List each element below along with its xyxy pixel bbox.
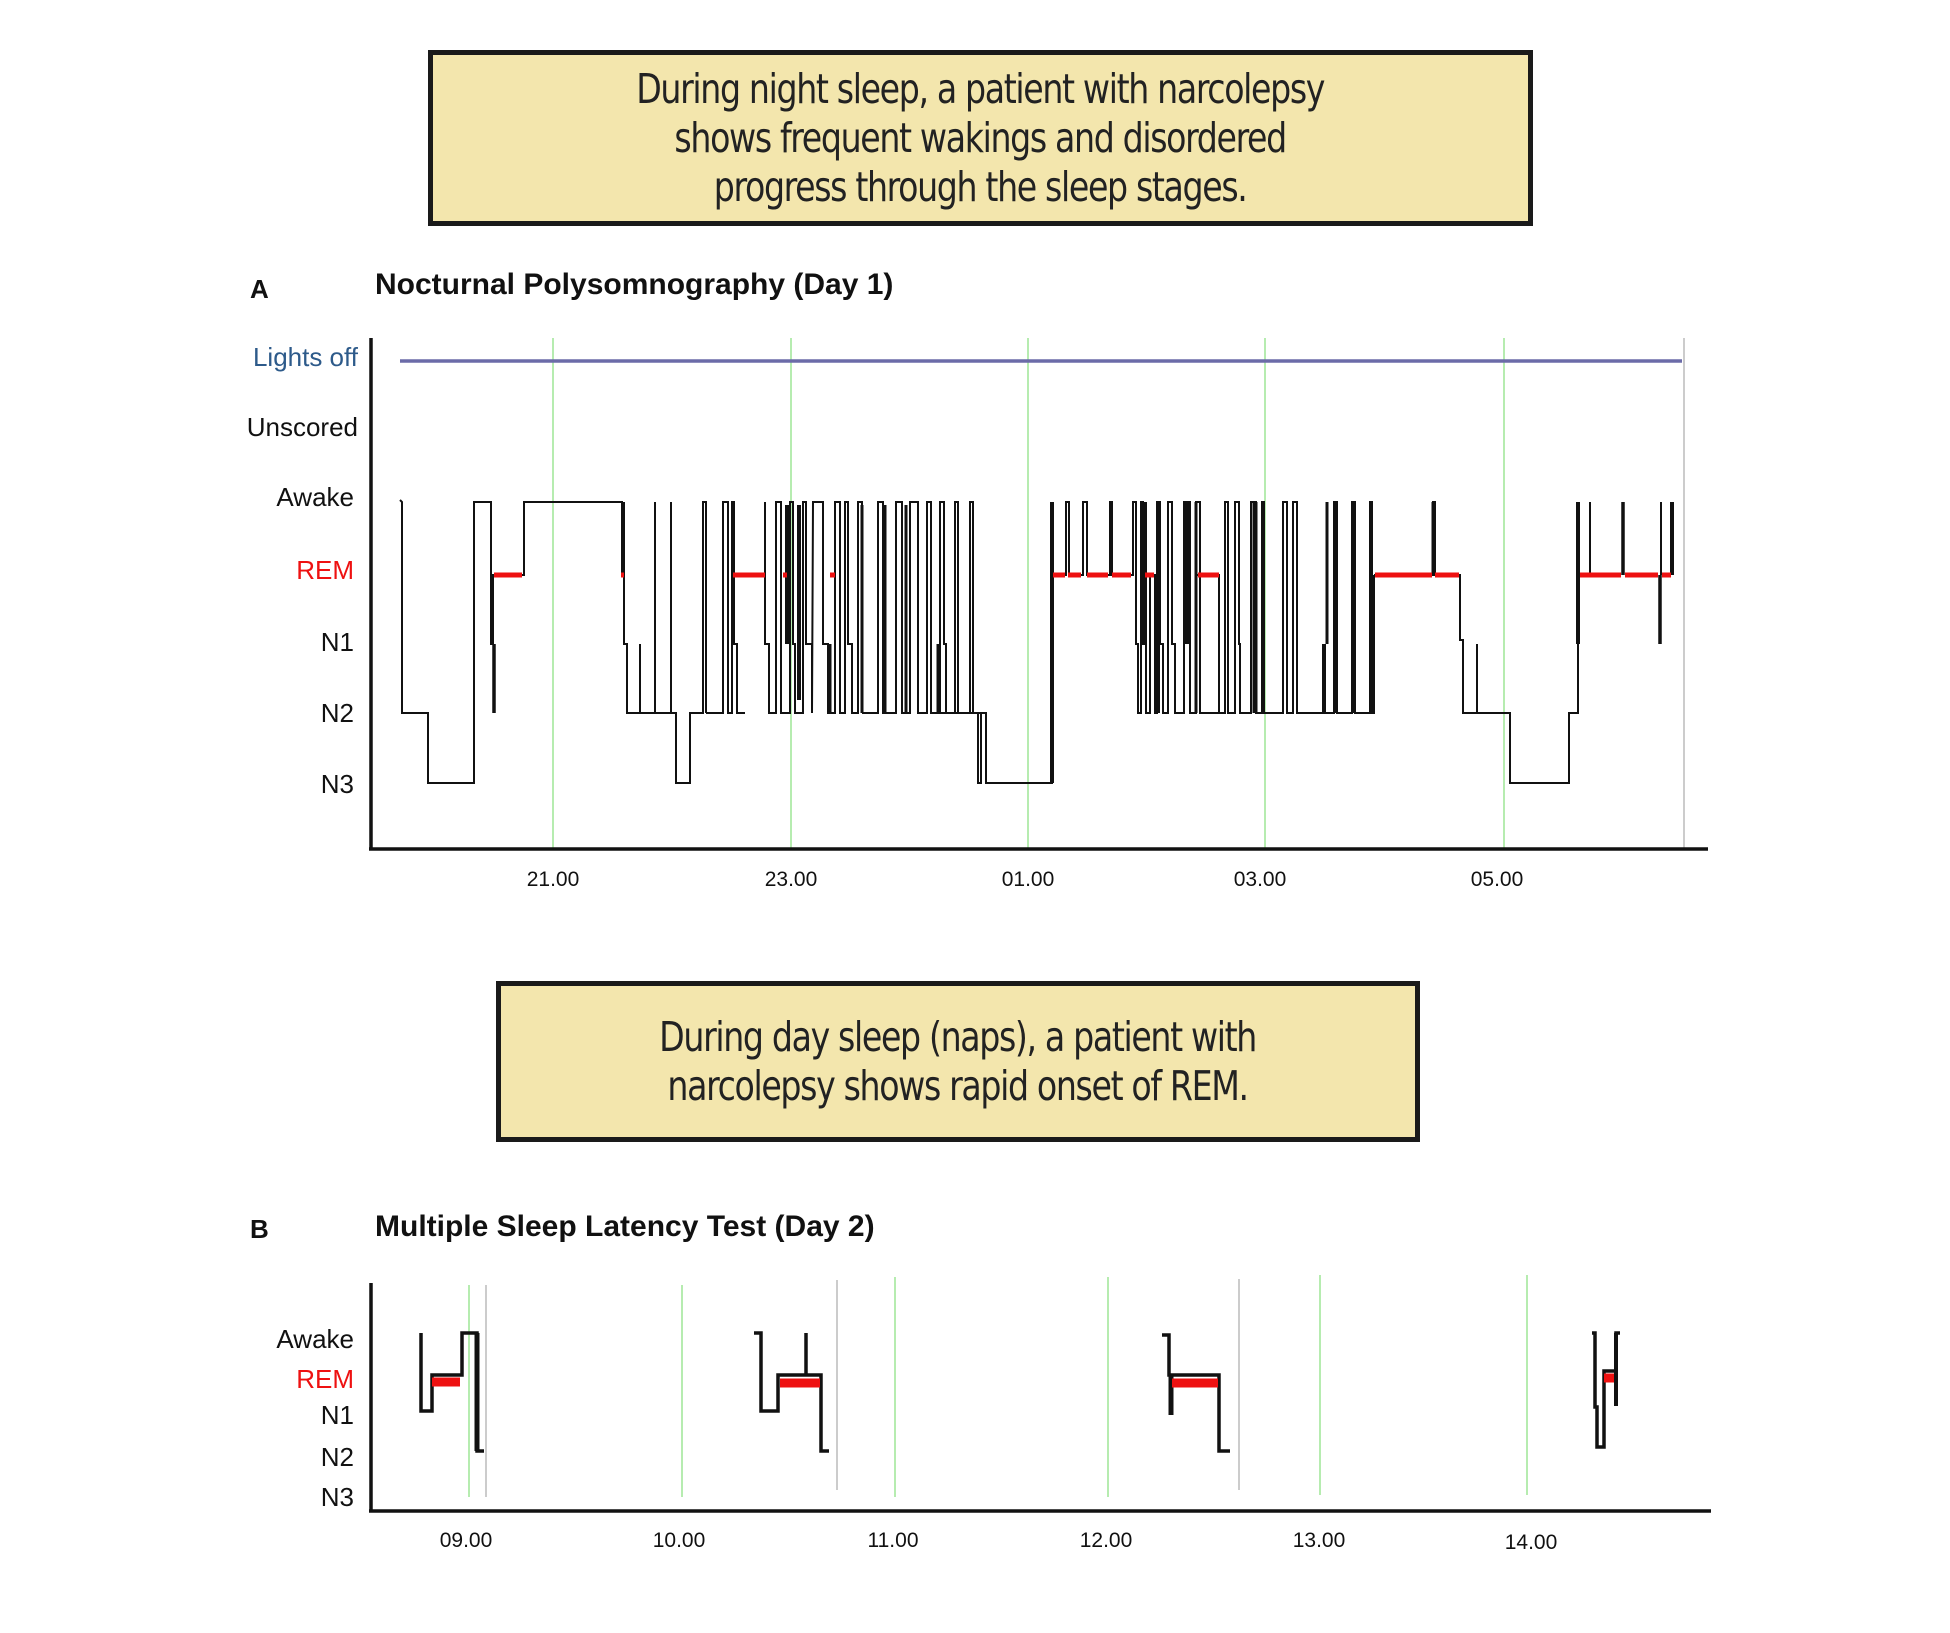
panel-a-chart: Lights off Unscored Awake REM N1 N2 N3 2… bbox=[247, 338, 1708, 891]
day-sleep-caption: During day sleep (naps), a patient with … bbox=[496, 981, 1420, 1142]
b-xlabel-0900: 09.00 bbox=[440, 1529, 493, 1552]
panel-a-hypnogram bbox=[399, 499, 1674, 784]
b-ylabel-n1: N1 bbox=[321, 1400, 354, 1430]
panel-b-gridlines bbox=[468, 1275, 1528, 1497]
b-xlabel-1200: 12.00 bbox=[1080, 1529, 1133, 1552]
a-xlabel-2300: 23.00 bbox=[765, 868, 818, 891]
a-ylabel-awake: Awake bbox=[276, 482, 354, 512]
panel-b-nap-end-lines bbox=[485, 1279, 1240, 1497]
day-caption-text: During day sleep (naps), a patient with … bbox=[659, 1012, 1258, 1110]
b-ylabel-n2: N2 bbox=[321, 1442, 354, 1472]
a-xlabel-0300: 03.00 bbox=[1234, 868, 1287, 891]
panel-a-gridlines bbox=[552, 338, 1505, 848]
panel-b-hypnogram bbox=[419, 1331, 1620, 1453]
panel-a-letter: A bbox=[250, 274, 269, 304]
a-ylabel-rem: REM bbox=[296, 555, 354, 585]
panel-b-chart: Awake REM N1 N2 N3 09.00 10.00 11.00 12.… bbox=[276, 1275, 1711, 1554]
a-xlabel-2100: 21.00 bbox=[527, 868, 580, 891]
a-ylabel-n2: N2 bbox=[321, 698, 354, 728]
panel-b-rem-segments bbox=[432, 1373, 1614, 1388]
a-ylabel-n3: N3 bbox=[321, 769, 354, 799]
b-xlabel-1100: 11.00 bbox=[868, 1529, 919, 1552]
a-ylabel-n1: N1 bbox=[321, 627, 354, 657]
b-xlabel-1000: 10.00 bbox=[653, 1529, 706, 1552]
b-ylabel-rem: REM bbox=[296, 1364, 354, 1394]
night-caption-text: During night sleep, a patient with narco… bbox=[636, 64, 1326, 211]
panel-a-title: Nocturnal Polysomnography (Day 1) bbox=[375, 268, 894, 301]
a-xlabel-0500: 05.00 bbox=[1471, 868, 1524, 891]
b-ylabel-awake: Awake bbox=[276, 1324, 354, 1354]
panel-b-title: Multiple Sleep Latency Test (Day 2) bbox=[375, 1210, 875, 1243]
b-xlabel-1400: 14.00 bbox=[1505, 1531, 1558, 1554]
a-xlabel-0100: 01.00 bbox=[1002, 868, 1055, 891]
b-ylabel-n3: N3 bbox=[321, 1482, 354, 1512]
b-xlabel-1300: 13.00 bbox=[1293, 1529, 1346, 1552]
night-sleep-caption: During night sleep, a patient with narco… bbox=[428, 50, 1533, 226]
a-ylabel-lights-off: Lights off bbox=[253, 342, 359, 372]
panel-b-letter: B bbox=[250, 1214, 269, 1244]
a-ylabel-unscored: Unscored bbox=[247, 412, 358, 442]
